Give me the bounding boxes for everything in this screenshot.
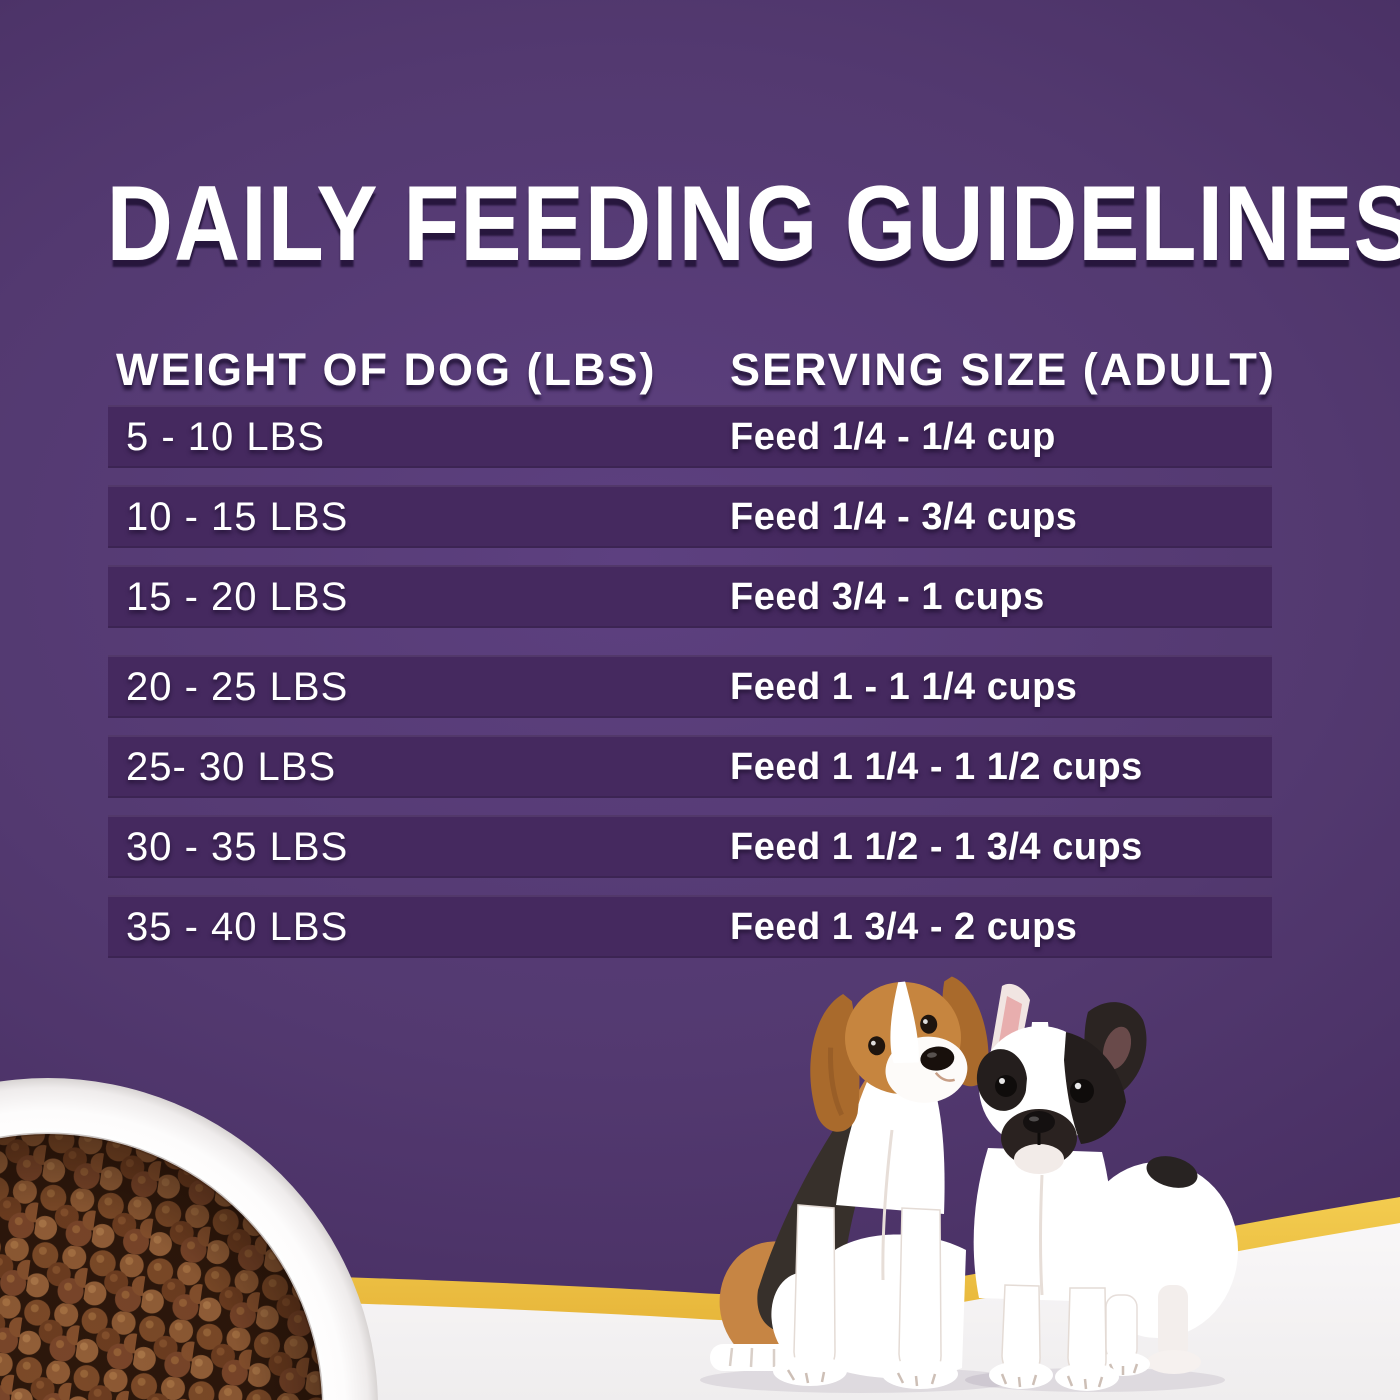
bowl-inner-edge [0,1132,324,1400]
dogs-illustration [700,976,1238,1393]
table-row: 25- 30 LBS Feed 1 1/4 - 1 1/2 cups [108,735,1272,798]
table-header: WEIGHT OF DOG (LBS) SERVING SIZE (ADULT) [108,344,1274,395]
french-bulldog-illustration [973,983,1238,1391]
weight-cell: 5 - 10 LBS [126,415,326,459]
weight-cell: 35 - 40 LBS [126,905,349,949]
table-row: 10 - 15 LBS Feed 1/4 - 3/4 cups [108,485,1272,548]
weight-cell: 20 - 25 LBS [126,665,349,709]
serving-cell: Feed 1 1/2 - 1 3/4 cups [730,826,1143,868]
beagle-head [810,976,989,1132]
table-row: 15 - 20 LBS Feed 3/4 - 1 cups [108,565,1272,628]
beagle-illustration [710,976,989,1389]
page-title-text: DAILY FEEDING GUIDELINES [106,163,1400,283]
weight-cell: 30 - 35 LBS [126,825,349,869]
page-title: DAILY FEEDING GUIDELINES [0,170,1400,277]
serving-cell: Feed 1/4 - 1/4 cup [730,416,1056,458]
weight-cell: 15 - 20 LBS [126,575,349,619]
kibble-shading [0,1134,322,1400]
serving-cell: Feed 1 1/4 - 1 1/2 cups [730,746,1143,788]
table-row: 20 - 25 LBS Feed 1 - 1 1/4 cups [108,655,1272,718]
weight-cell: 10 - 15 LBS [126,495,349,539]
french-bulldog-head [976,983,1147,1174]
serving-cell: Feed 1 - 1 1/4 cups [730,666,1078,708]
table-row: 30 - 35 LBS Feed 1 1/2 - 1 3/4 cups [108,815,1272,878]
kibble-bowl-illustration [0,1078,378,1400]
table-row: 5 - 10 LBS Feed 1/4 - 1/4 cup [108,405,1272,468]
weight-cell: 25- 30 LBS [126,745,337,789]
serving-cell: Feed 1/4 - 3/4 cups [730,496,1078,538]
column-header-serving: SERVING SIZE (ADULT) [730,344,1276,395]
feeding-table: 5 - 10 LBS Feed 1/4 - 1/4 cup 10 - 15 LB… [108,405,1272,975]
serving-cell: Feed 3/4 - 1 cups [730,576,1045,618]
table-row: 35 - 40 LBS Feed 1 3/4 - 2 cups [108,895,1272,958]
column-header-weight: WEIGHT OF DOG (LBS) [116,344,657,395]
serving-cell: Feed 1 3/4 - 2 cups [730,906,1078,948]
